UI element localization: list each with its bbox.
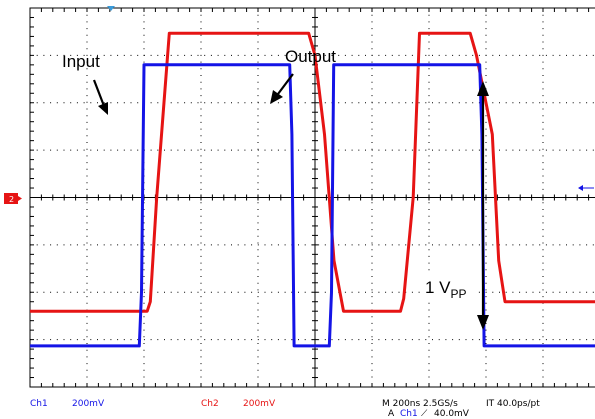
ch2-scale: 200mV bbox=[243, 399, 276, 409]
trigger-level-arrow bbox=[578, 185, 594, 191]
amplitude-annotation: 1 VPP bbox=[425, 278, 467, 301]
ch2-label: Ch2 bbox=[201, 399, 219, 409]
ch2-marker-label: 2 bbox=[9, 195, 14, 204]
input-annotation: Input bbox=[62, 52, 100, 71]
trigger-slope-icon: ⟋ bbox=[421, 409, 428, 419]
output-arrow bbox=[270, 73, 294, 104]
traces bbox=[30, 31, 595, 348]
trigger-level: 40.0mV bbox=[434, 409, 470, 419]
amplitude-arrow bbox=[477, 81, 489, 330]
status-bar: Ch1 200mV Ch2 200mV M 200ns 2.5GS/s IT 4… bbox=[30, 399, 540, 419]
ch2-ground-marker: 2 bbox=[4, 193, 22, 204]
ch1-scale: 200mV bbox=[72, 399, 105, 409]
annotations: Input Output 1 VPP bbox=[62, 47, 489, 330]
amplitude-label-bg bbox=[422, 272, 474, 302]
interpolation-readout: IT 40.0ps/pt bbox=[486, 399, 540, 409]
trace-input bbox=[30, 63, 595, 348]
trigger-position-marker bbox=[107, 6, 115, 11]
timebase-readout: M 200ns 2.5GS/s bbox=[382, 399, 458, 409]
ch1-label: Ch1 bbox=[30, 399, 48, 409]
trigger-prefix: A bbox=[388, 409, 395, 419]
trigger-source: Ch1 bbox=[400, 409, 418, 419]
graticule bbox=[29, 7, 595, 388]
trace-output bbox=[30, 31, 595, 313]
output-annotation: Output bbox=[285, 47, 336, 66]
input-arrow bbox=[92, 79, 108, 115]
